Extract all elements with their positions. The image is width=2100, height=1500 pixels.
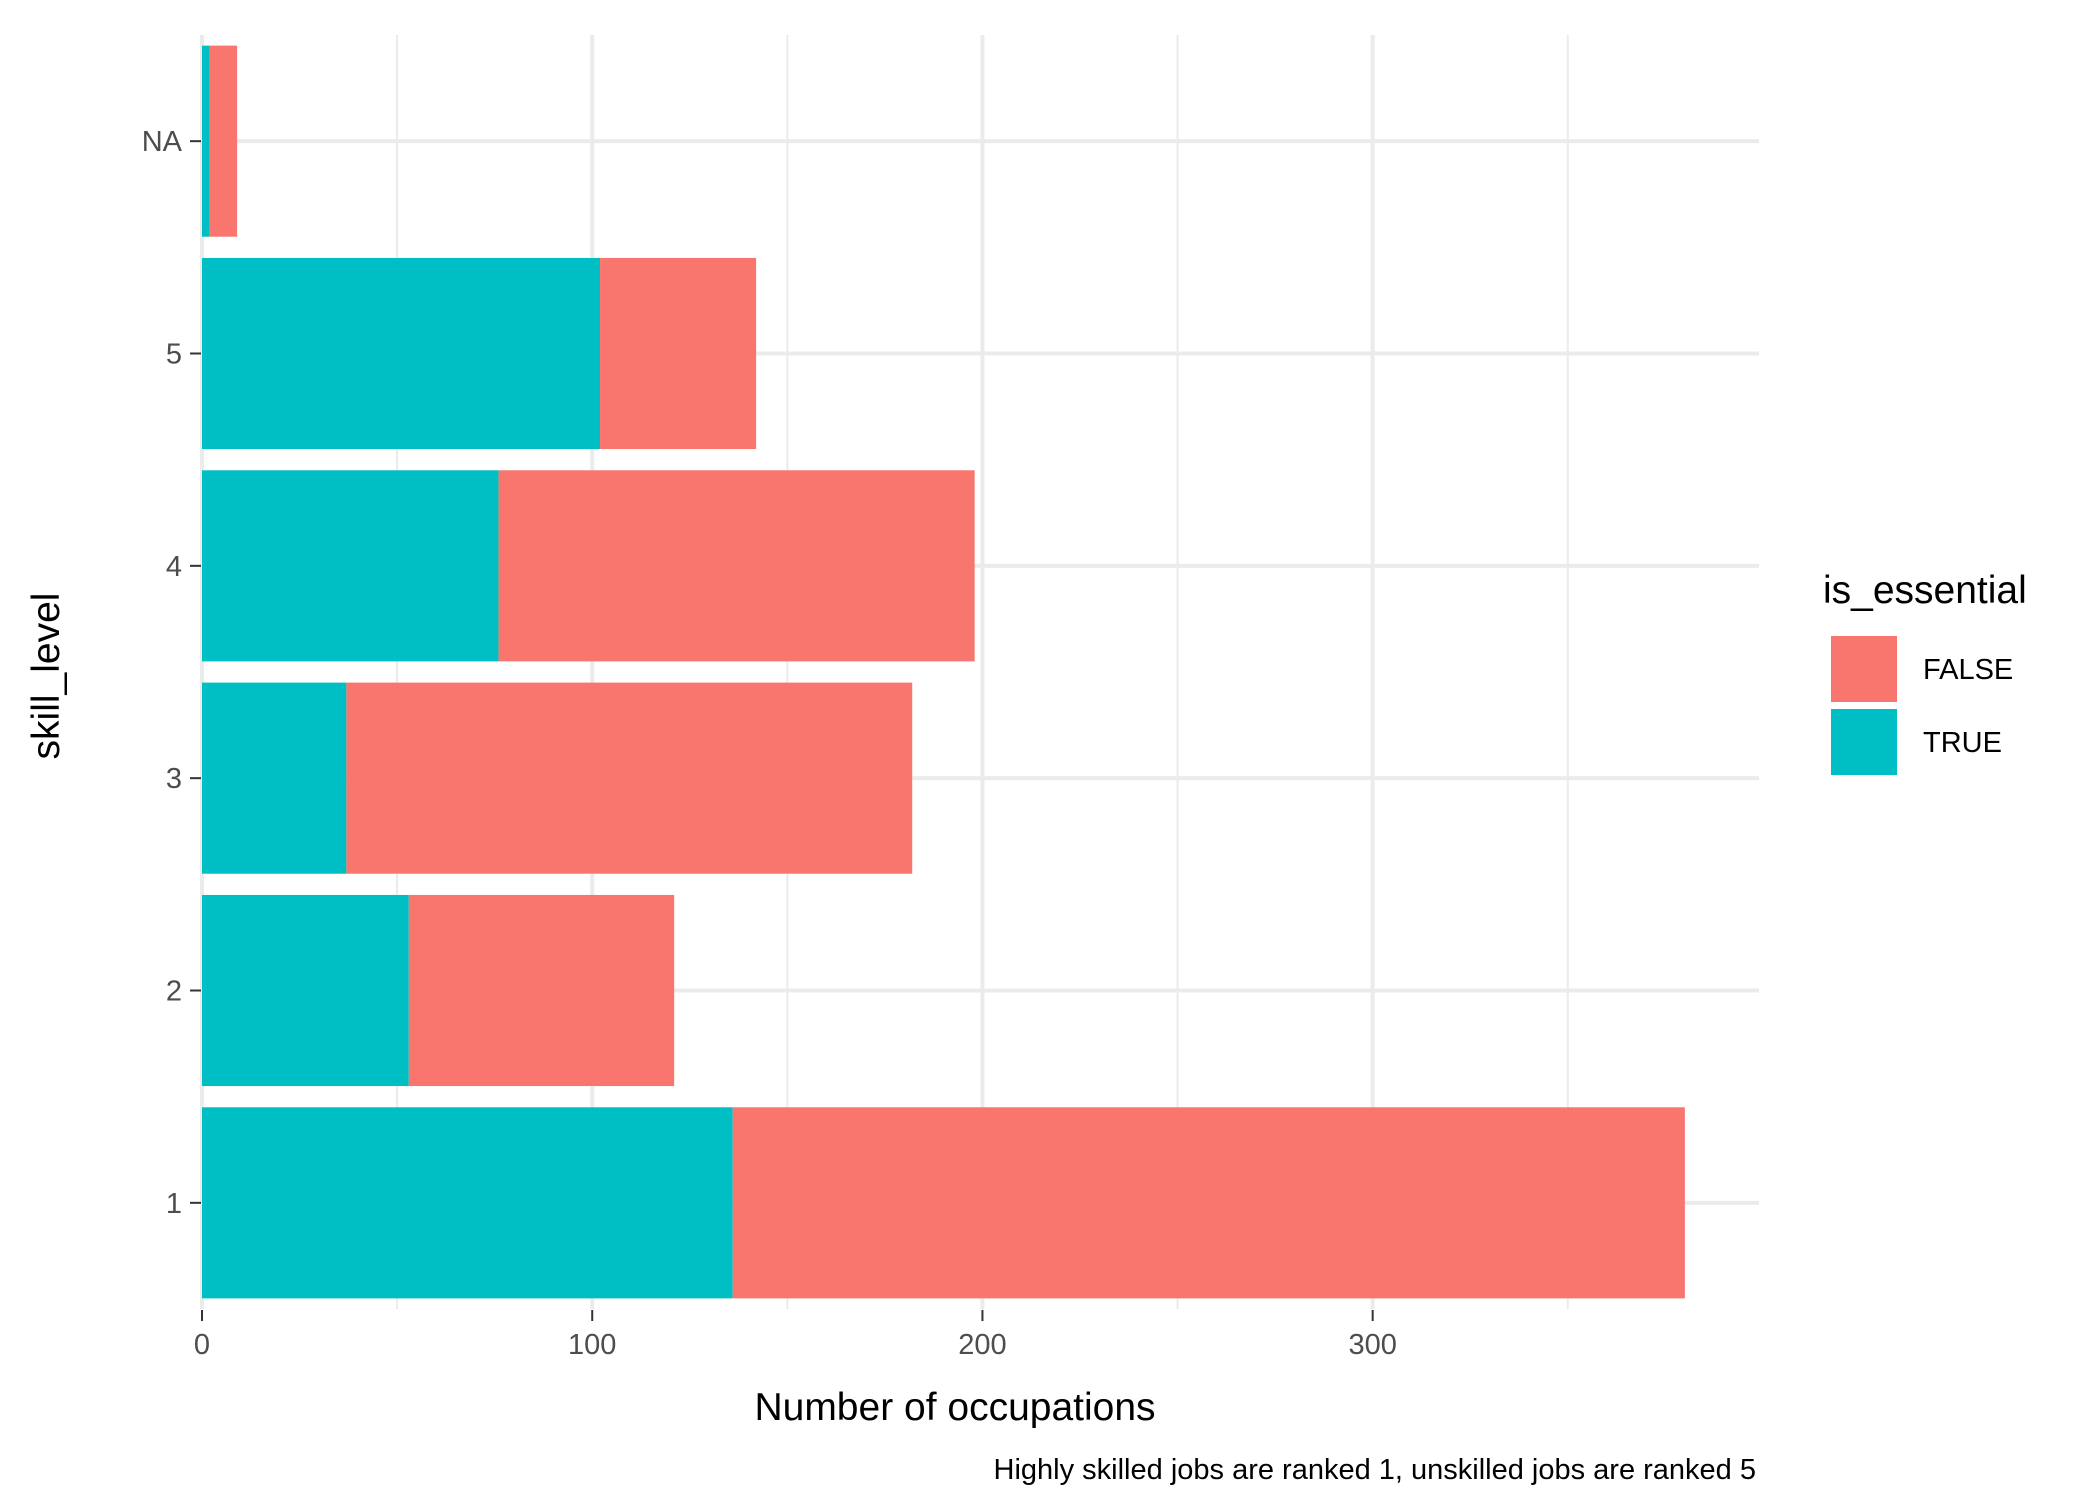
bar-true-2 xyxy=(202,894,409,1087)
axis-ticks: 0 100 200 300 1 2 3 4 5 NA xyxy=(142,126,1397,1361)
bar-true-5 xyxy=(202,257,601,450)
x-tick-label: 100 xyxy=(568,1329,616,1361)
bar-false-3 xyxy=(346,682,913,874)
x-tick-label: 200 xyxy=(958,1329,1006,1361)
y-tick-label: 1 xyxy=(166,1188,182,1220)
bar-true-na xyxy=(202,45,210,237)
y-tick-label: 4 xyxy=(166,551,182,583)
legend-label-true: TRUE xyxy=(1923,727,2002,759)
bar-true-3 xyxy=(202,682,347,874)
y-axis-title: skill_level xyxy=(25,593,68,760)
legend-items: FALSE TRUE xyxy=(1831,636,2013,775)
bar-true-4 xyxy=(202,470,499,662)
bar-true-1 xyxy=(202,1107,733,1299)
bar-false-na xyxy=(209,45,238,237)
bar-false-4 xyxy=(498,470,975,662)
y-tick-label: 2 xyxy=(166,976,182,1008)
y-tick-label: 5 xyxy=(166,339,182,371)
x-tick-label: 300 xyxy=(1348,1329,1396,1361)
y-tick-label: 3 xyxy=(166,763,182,795)
legend-key-true xyxy=(1831,709,1897,775)
legend: is_essential FALSE TRUE xyxy=(1823,569,2027,775)
x-tick-label: 0 xyxy=(194,1329,210,1361)
x-axis-title: Number of occupations xyxy=(754,1386,1155,1429)
bar-false-5 xyxy=(600,257,757,450)
legend-key-false xyxy=(1831,636,1897,702)
legend-label-false: FALSE xyxy=(1923,654,2013,686)
legend-title: is_essential xyxy=(1823,569,2027,612)
bar-false-2 xyxy=(408,894,675,1087)
y-tick-label: NA xyxy=(142,126,183,158)
bar-false-1 xyxy=(732,1107,1685,1299)
caption: Highly skilled jobs are ranked 1, unskil… xyxy=(994,1454,1756,1486)
bars xyxy=(202,45,1685,1299)
